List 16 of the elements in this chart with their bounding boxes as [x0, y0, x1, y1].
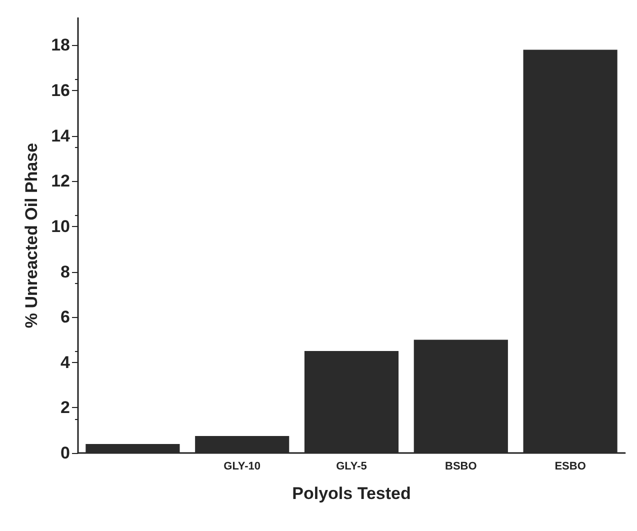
y-tick-label: 4 [60, 352, 71, 372]
x-tick-label: GLY-5 [336, 460, 367, 472]
y-tick-label: 8 [60, 262, 70, 282]
x-tick-label: BSBO [445, 460, 478, 472]
y-tick-label: 2 [60, 398, 70, 418]
y-tick-label: 10 [51, 216, 70, 236]
y-tick-label: 12 [51, 172, 70, 191]
y-tick-label: 0 [60, 444, 70, 462]
x-tick-label: ESBO [554, 460, 586, 472]
x-tick-label: GLY-10 [224, 460, 261, 472]
y-tick-label: 6 [60, 308, 70, 327]
y-tick-label: 16 [51, 81, 70, 100]
y-tick-label: 14 [51, 126, 71, 146]
x-axis-title: Polyols Tested [292, 484, 411, 503]
y-axis-title: % Unreacted Oil Phase [22, 142, 41, 328]
y-tick-label: 18 [51, 36, 70, 55]
